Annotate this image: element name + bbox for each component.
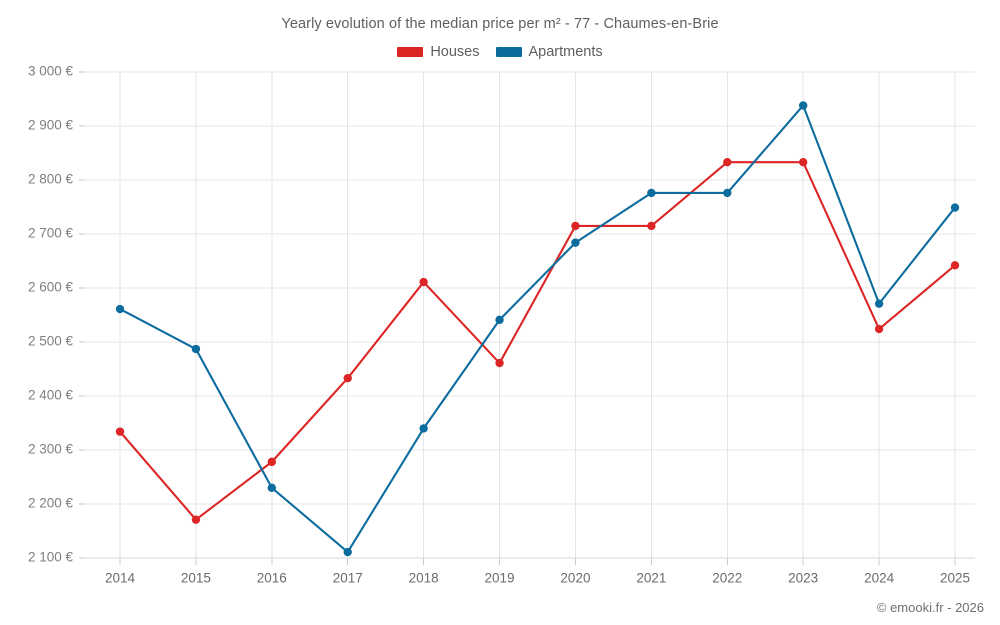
chart-legend: Houses Apartments	[0, 45, 1000, 60]
x-axis-tick-label: 2020	[560, 571, 590, 586]
x-axis-tick-label: 2023	[788, 571, 818, 586]
y-axis-tick-label: 2 800 €	[28, 172, 74, 187]
data-point[interactable]	[798, 101, 808, 110]
legend-item-houses[interactable]: Houses	[397, 44, 480, 60]
data-point[interactable]	[115, 304, 125, 314]
x-axis-tick-label: 2024	[864, 571, 895, 586]
data-point[interactable]	[874, 324, 884, 334]
y-axis-tick-label: 3 000 €	[28, 64, 74, 79]
data-point[interactable]	[191, 515, 201, 524]
x-axis-tick-label: 2019	[485, 571, 515, 586]
y-axis-tick-label: 2 500 €	[28, 334, 74, 349]
y-axis-tick-label: 2 100 €	[28, 550, 74, 565]
legend-item-apartments[interactable]: Apartments	[495, 44, 603, 60]
data-point[interactable]	[723, 188, 732, 198]
data-point[interactable]	[950, 203, 960, 212]
data-point[interactable]	[495, 358, 504, 368]
x-axis-tick-label: 2015	[181, 571, 211, 586]
axes	[79, 71, 975, 565]
x-axis-tick-label: 2021	[636, 571, 666, 586]
y-axis-tick-labels: 2 100 € 2 200 € 2 300 € 2 400 € 2 500 € 2 600…	[28, 64, 74, 565]
y-axis-tick-label: 2 200 €	[28, 496, 74, 511]
x-axis-tick-label: 2016	[257, 571, 287, 586]
data-point[interactable]	[495, 315, 504, 325]
data-point[interactable]	[571, 238, 580, 247]
legend-label-apartments: Apartments	[528, 44, 603, 60]
y-axis-tick-label: 2 700 €	[28, 226, 74, 241]
data-point[interactable]	[798, 157, 808, 167]
data-point[interactable]	[419, 277, 428, 287]
copyright-credit: © emooki.fr - 2026	[876, 600, 984, 615]
x-axis-tick-label: 2025	[940, 571, 970, 586]
gridlines	[85, 71, 975, 559]
data-point[interactable]	[267, 483, 277, 492]
x-axis-tick-label: 2022	[712, 571, 742, 586]
data-point[interactable]	[343, 547, 352, 557]
data-point[interactable]	[571, 221, 580, 231]
legend-swatch-houses	[397, 47, 424, 58]
series-line-apartments	[118, 104, 957, 554]
series-line-houses	[118, 161, 957, 521]
data-point[interactable]	[647, 188, 656, 198]
page-title: Yearly evolution of the median price per…	[281, 16, 719, 32]
data-series	[115, 101, 960, 557]
legend-swatch-apartments	[495, 47, 522, 58]
y-axis-tick-label: 2 400 €	[28, 388, 74, 403]
data-point[interactable]	[191, 344, 201, 354]
data-point[interactable]	[950, 261, 960, 270]
x-axis-tick-labels: 2014 2015 2016 2017 2018 2019 2020 2021 2022 2023…	[105, 571, 970, 586]
data-point[interactable]	[115, 427, 125, 436]
y-axis-tick-label: 2 600 €	[28, 280, 74, 295]
data-point[interactable]	[647, 221, 656, 231]
y-axis-tick-label: 2 900 €	[28, 118, 74, 133]
data-point[interactable]	[267, 457, 277, 467]
x-axis-tick-label: 2018	[409, 571, 439, 586]
x-axis-tick-label: 2014	[105, 571, 136, 586]
data-point[interactable]	[874, 299, 884, 308]
data-point[interactable]	[723, 157, 732, 167]
data-point[interactable]	[419, 424, 428, 433]
data-point[interactable]	[343, 373, 352, 383]
y-axis-tick-label: 2 300 €	[28, 442, 74, 457]
x-axis-tick-label: 2017	[333, 571, 363, 586]
legend-label-houses: Houses	[430, 44, 480, 60]
